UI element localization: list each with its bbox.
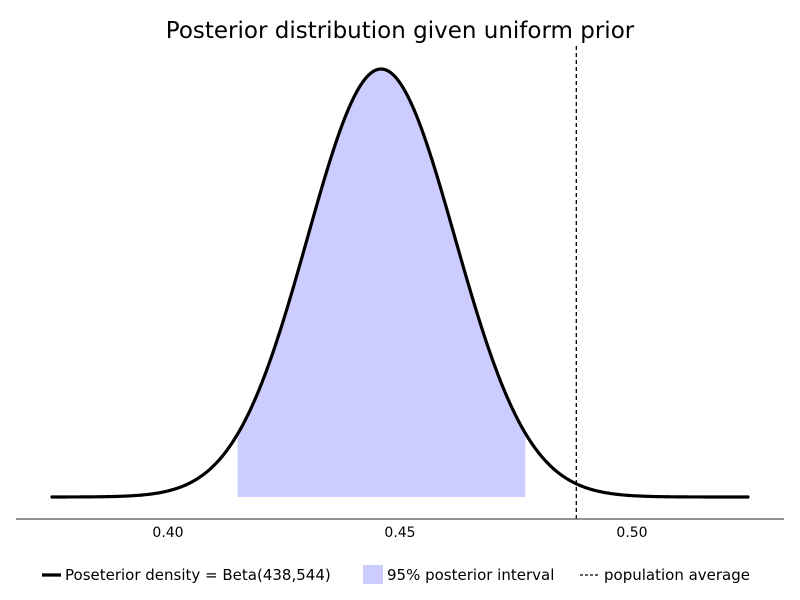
legend-average-label: population average [604,566,750,584]
chart-title: Posterior distribution given uniform pri… [166,18,635,44]
legend-interval-label: 95% posterior interval [387,566,554,584]
legend: Poseterior density = Beta(438,544) 95% po… [42,565,750,584]
legend-interval-swatch [363,565,383,584]
x-tick-label: 0.45 [384,525,415,541]
posterior-interval-area [237,69,526,497]
plot-area [50,46,750,519]
x-tick-label: 0.40 [152,525,183,541]
x-tick-label: 0.50 [616,525,647,541]
posterior-density-line [50,67,750,499]
legend-density-label: Poseterior density = Beta(438,544) [65,566,331,584]
x-axis-ticks: 0.40 0.45 0.50 [152,525,647,541]
